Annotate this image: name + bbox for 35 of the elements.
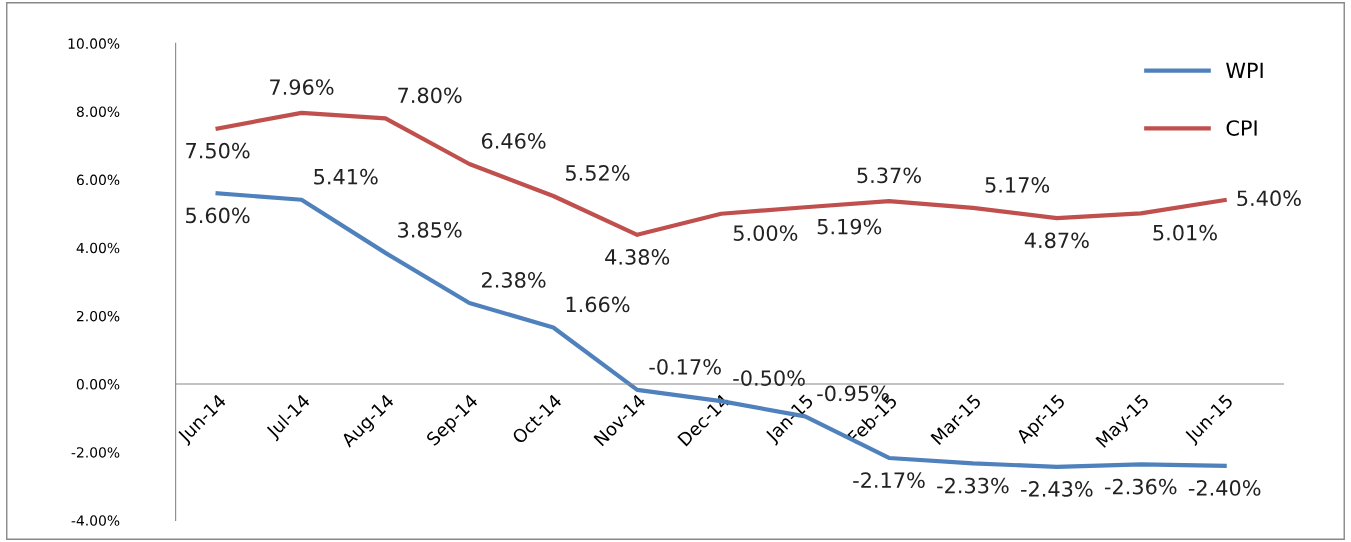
data-label: 5.00% [733, 225, 798, 241]
data-label: 7.80% [398, 87, 462, 104]
y-tick-label: -4.00% [71, 515, 120, 526]
data-label: 7.96% [270, 79, 334, 95]
data-label: 5.60% [186, 207, 250, 224]
y-tick-label: 10.00% [68, 38, 120, 49]
data-label: 5.37% [857, 167, 921, 184]
y-tick-label: 0.00% [76, 379, 120, 390]
legend-label: WPI [1226, 62, 1263, 78]
data-label: -2.33% [937, 477, 1009, 494]
data-label: 4.38% [605, 249, 670, 265]
data-label: 5.52% [566, 165, 630, 181]
data-label: 5.17% [985, 177, 1050, 193]
legend-label: CPI [1226, 120, 1257, 136]
data-label: 5.40% [1237, 190, 1301, 207]
data-label: 5.41% [314, 168, 378, 185]
data-label: -0.50% [733, 370, 805, 386]
data-label: 4.87% [1024, 232, 1089, 249]
y-tick-label: 6.00% [76, 174, 120, 186]
data-label: 5.19% [817, 218, 882, 235]
data-label: -2.43% [1021, 481, 1093, 497]
data-label: 1.66% [566, 296, 630, 313]
data-label: -2.40% [1188, 480, 1261, 496]
data-label: 3.85% [398, 221, 462, 238]
data-label: -2.36% [1104, 478, 1177, 495]
data-label: 5.01% [1153, 224, 1217, 241]
data-label: -2.17% [853, 472, 925, 488]
data-label: 2.38% [482, 272, 546, 288]
y-tick-label: 2.00% [76, 310, 120, 322]
data-label: 7.50% [186, 142, 250, 159]
y-tick-label: 4.00% [76, 242, 120, 254]
y-tick-label: -2.00% [71, 447, 120, 458]
y-tick-label: 8.00% [76, 106, 120, 117]
data-label: 6.46% [481, 133, 546, 149]
data-label: -0.17% [649, 358, 721, 375]
